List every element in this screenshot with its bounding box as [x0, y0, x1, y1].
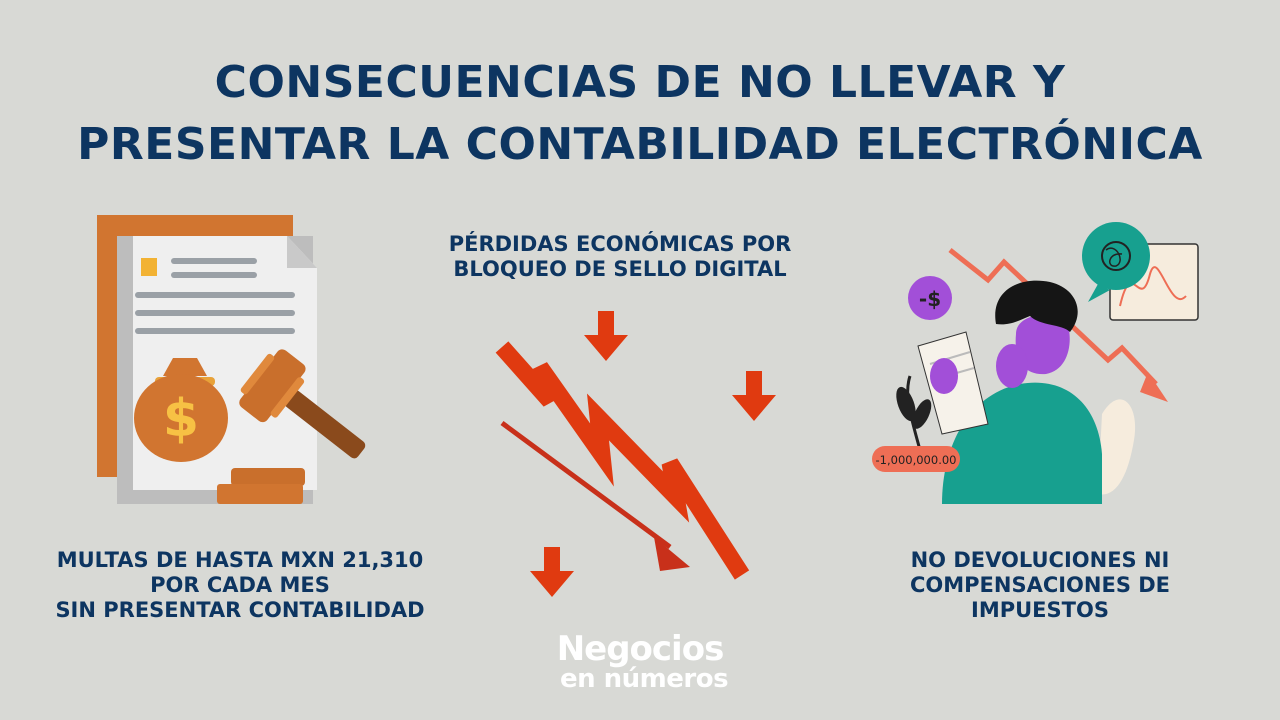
left-caption-line-2: POR CADA MES	[150, 573, 330, 597]
minus-dollar-badge: -$	[908, 276, 952, 320]
stressed-person-icon	[917, 280, 1102, 504]
amount-badge-text: -1,000,000.00	[876, 453, 957, 467]
logo-line-2: en números	[559, 664, 729, 694]
stressed-person-illustration: -$ -1,000,000.00	[872, 222, 1199, 504]
down-arrow-icon	[530, 547, 574, 597]
falling-chart-icon	[495, 341, 750, 580]
logo-line-1: Negocios	[556, 629, 725, 669]
down-arrow-icon	[584, 311, 628, 361]
fines-caption: MULTAS DE HASTA MXN 21,310 POR CADA MES …	[20, 548, 460, 623]
center-caption-line-2: BLOQUEO DE SELLO DIGITAL	[453, 257, 787, 281]
brand-logo: Negocios en números	[540, 632, 740, 692]
dollar-sign: $	[163, 389, 199, 449]
no-refunds-caption: NO DEVOLUCIONES NI COMPENSACIONES DE IMP…	[870, 548, 1210, 623]
right-caption-line-2: COMPENSACIONES DE	[909, 573, 1171, 597]
left-caption-line-3: SIN PRESENTAR CONTABILIDAD	[55, 598, 425, 622]
amount-badge: -1,000,000.00	[872, 446, 960, 472]
pillow-icon	[1098, 399, 1136, 495]
title-line-1: CONSECUENCIAS DE NO LLEVAR Y	[214, 57, 1066, 108]
page-title: CONSECUENCIAS DE NO LLEVAR Y PRESENTAR L…	[0, 52, 1280, 176]
right-caption-line-3: IMPUESTOS	[971, 598, 1109, 622]
down-arrow-icon	[732, 371, 776, 421]
left-caption-line-1: MULTAS DE HASTA MXN 21,310	[56, 548, 424, 572]
plant-icon	[896, 375, 932, 451]
economic-losses-caption: PÉRDIDAS ECONÓMICAS POR BLOQUEO DE SELLO…	[390, 232, 850, 282]
right-caption-line-1: NO DEVOLUCIONES NI	[910, 548, 1170, 572]
minus-dollar-text: -$	[919, 287, 941, 311]
center-caption-line-1: PÉRDIDAS ECONÓMICAS POR	[448, 232, 792, 256]
fines-illustration: $	[97, 215, 366, 504]
falling-chart-illustration	[495, 311, 776, 597]
money-bag-icon: $	[134, 358, 228, 462]
title-line-2: PRESENTAR LA CONTABILIDAD ELECTRÓNICA	[77, 119, 1203, 170]
gavel-icon	[217, 349, 366, 504]
speech-bubble-icon	[1082, 222, 1150, 302]
